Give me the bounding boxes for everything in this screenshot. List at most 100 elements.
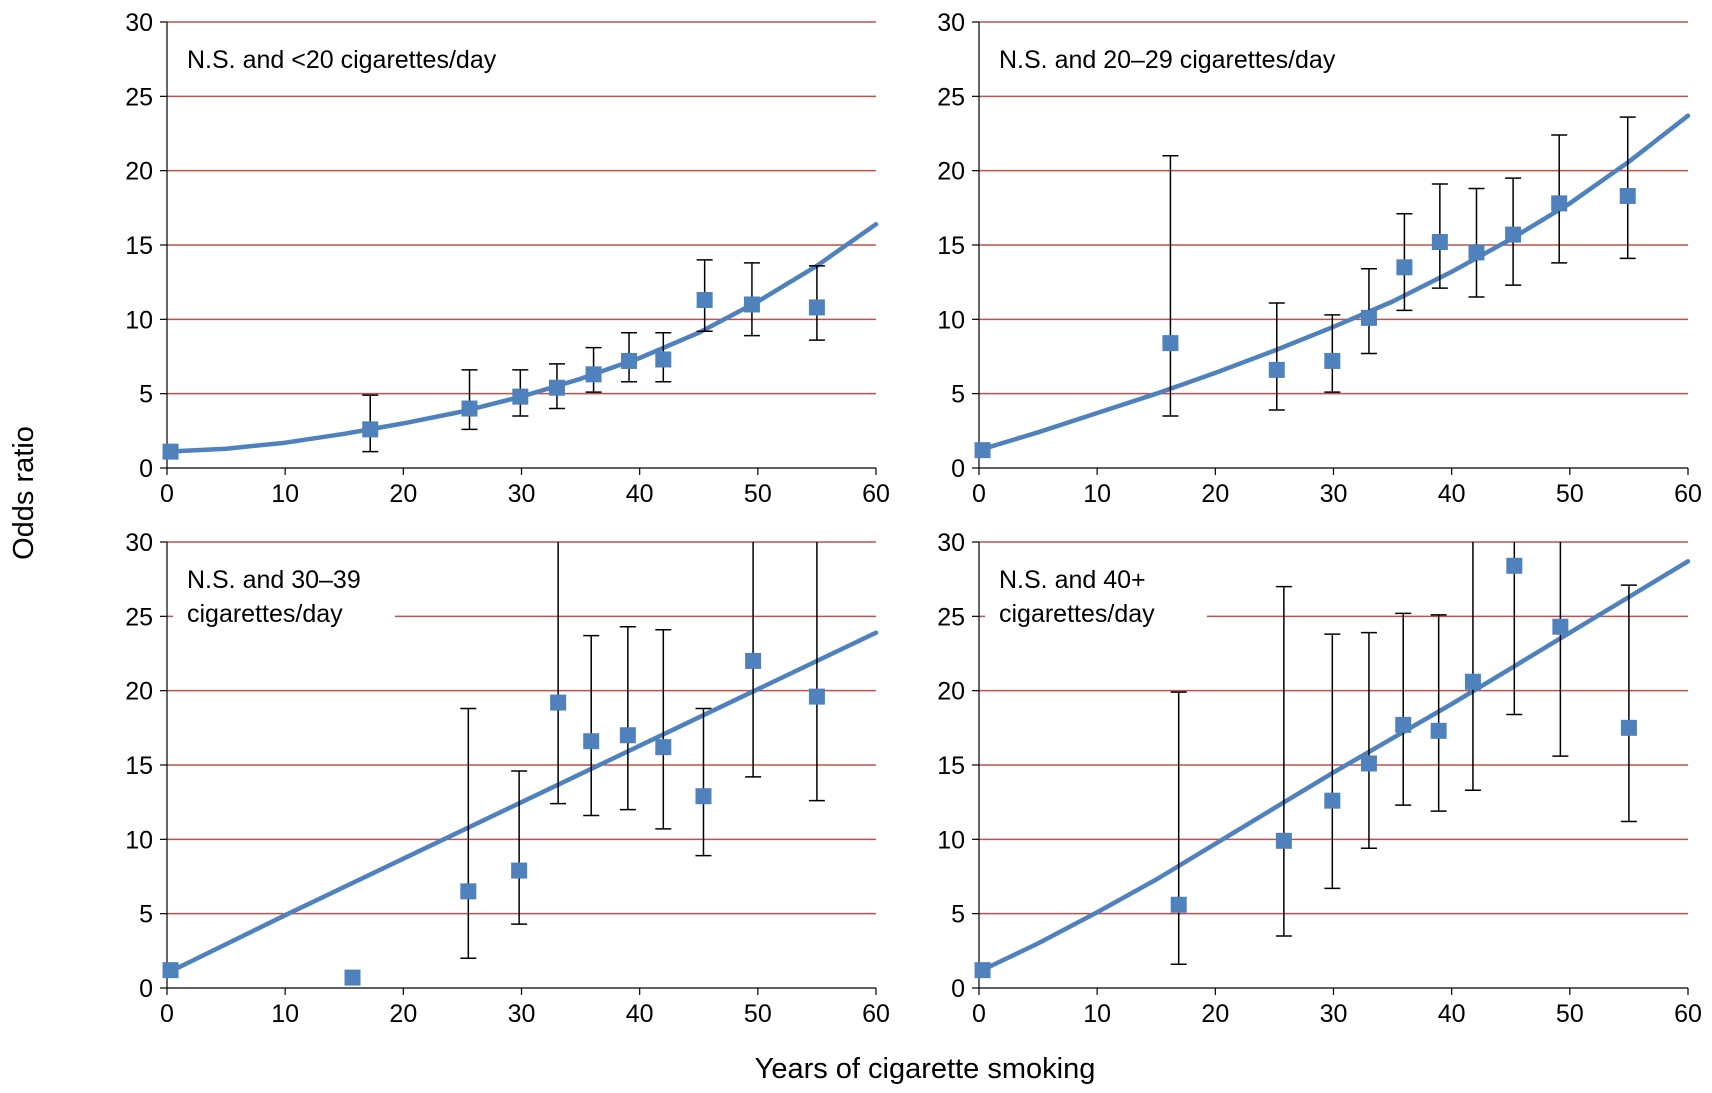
data-point — [511, 862, 528, 879]
x-tick-label: 30 — [1320, 1000, 1348, 1028]
data-point — [745, 652, 762, 669]
y-tick-label: 15 — [937, 232, 965, 260]
data-point — [808, 299, 825, 316]
data-point — [162, 962, 179, 979]
chart-panel-2: 0 5 10 15 20 25 30 0 10 20 30 40 50 60 N.S. and 20–29 … — [937, 9, 1702, 508]
y-tick-label: 25 — [937, 83, 965, 111]
panel-label: N.S. and 30–39 — [187, 566, 361, 594]
panel-label: N.S. and <20 cigarettes/day — [187, 46, 497, 74]
data-point — [1468, 244, 1485, 261]
data-point — [1430, 722, 1447, 739]
data-point — [808, 688, 825, 705]
y-tick-label: 15 — [125, 752, 153, 780]
data-point — [512, 388, 529, 405]
y-tick-label: 30 — [937, 9, 965, 37]
y-axis-title: Odds ratio — [8, 426, 40, 560]
y-tick-label: 20 — [937, 678, 965, 706]
panel-label-bg — [985, 548, 1207, 628]
x-tick-label: 0 — [160, 480, 174, 508]
y-tick-label: 25 — [937, 603, 965, 631]
y-tick-label: 5 — [951, 901, 965, 929]
x-tick-label: 10 — [271, 480, 299, 508]
data-point — [621, 352, 638, 369]
data-point — [696, 292, 713, 309]
data-point — [655, 351, 672, 368]
x-tick-label: 50 — [1556, 1000, 1584, 1028]
x-tick-label: 50 — [744, 1000, 772, 1028]
x-tick-label: 0 — [972, 480, 986, 508]
y-tick-label: 20 — [937, 158, 965, 186]
fit-curve — [976, 559, 1691, 974]
data-point — [1431, 234, 1448, 251]
chart-panel-3: 0 5 10 15 20 25 30 0 10 20 30 40 50 60 N.S. and 30–39 c… — [125, 529, 890, 1028]
data-point — [1162, 335, 1179, 352]
x-tick-label: 60 — [862, 480, 890, 508]
x-tick-label: 20 — [1201, 1000, 1229, 1028]
y-tick-label: 0 — [951, 975, 965, 1003]
y-tick-label: 30 — [125, 9, 153, 37]
x-tick-label: 0 — [160, 1000, 174, 1028]
chart-panel-1: 0 5 10 15 20 25 30 0 10 20 30 40 50 60 N.S. and <20 ci… — [125, 9, 890, 508]
data-point — [550, 694, 567, 711]
panel-label: cigarettes/day — [999, 600, 1155, 628]
y-tick-label: 5 — [139, 901, 153, 929]
x-tick-label: 40 — [626, 480, 654, 508]
fit-curve — [164, 630, 879, 976]
data-point — [583, 733, 600, 750]
data-point — [1324, 352, 1341, 369]
data-point — [1505, 226, 1522, 243]
data-point — [1506, 557, 1523, 574]
y-tick-label: 5 — [139, 381, 153, 409]
data-point — [344, 969, 361, 986]
data-point — [1360, 309, 1377, 326]
y-tick-label: 5 — [951, 381, 965, 409]
data-point — [1620, 719, 1637, 736]
data-point — [1396, 259, 1413, 276]
y-tick-label: 10 — [937, 826, 965, 854]
data-point — [1552, 618, 1569, 635]
x-tick-label: 40 — [1438, 1000, 1466, 1028]
y-tick-label: 10 — [125, 306, 153, 334]
data-point — [1360, 755, 1377, 772]
data-point — [1170, 896, 1187, 913]
data-point — [1324, 792, 1341, 809]
x-tick-label: 30 — [1320, 480, 1348, 508]
data-point — [548, 379, 565, 396]
data-point — [1395, 716, 1412, 733]
panel-label: N.S. and 40+ — [999, 566, 1146, 594]
data-point — [1275, 832, 1292, 849]
data-point — [1551, 195, 1568, 212]
data-point — [974, 442, 991, 459]
y-tick-label: 0 — [139, 455, 153, 483]
data-point — [974, 962, 991, 979]
x-axis-title: Years of cigarette smoking — [755, 1053, 1096, 1085]
fit-curve — [976, 113, 1691, 453]
data-point — [461, 400, 478, 417]
y-tick-label: 10 — [125, 826, 153, 854]
y-tick-label: 25 — [125, 603, 153, 631]
y-tick-label: 30 — [937, 529, 965, 557]
y-tick-label: 0 — [951, 455, 965, 483]
data-point — [1619, 187, 1636, 204]
x-tick-label: 50 — [1556, 480, 1584, 508]
y-tick-label: 15 — [937, 752, 965, 780]
x-tick-label: 60 — [1674, 1000, 1702, 1028]
data-point — [1268, 361, 1285, 378]
x-tick-label: 40 — [1438, 480, 1466, 508]
x-tick-label: 60 — [862, 1000, 890, 1028]
fit-curve — [164, 221, 879, 454]
x-tick-label: 10 — [1083, 1000, 1111, 1028]
y-tick-label: 25 — [125, 83, 153, 111]
y-tick-label: 15 — [125, 232, 153, 260]
panel-label: N.S. and 20–29 cigarettes/day — [999, 46, 1336, 74]
y-tick-label: 20 — [125, 158, 153, 186]
x-tick-label: 0 — [972, 1000, 986, 1028]
x-tick-label: 60 — [1674, 480, 1702, 508]
x-tick-label: 20 — [389, 1000, 417, 1028]
panel-label-bg — [173, 548, 395, 628]
x-tick-label: 40 — [626, 1000, 654, 1028]
data-point — [362, 421, 379, 438]
panel-label-bg — [985, 28, 1425, 74]
